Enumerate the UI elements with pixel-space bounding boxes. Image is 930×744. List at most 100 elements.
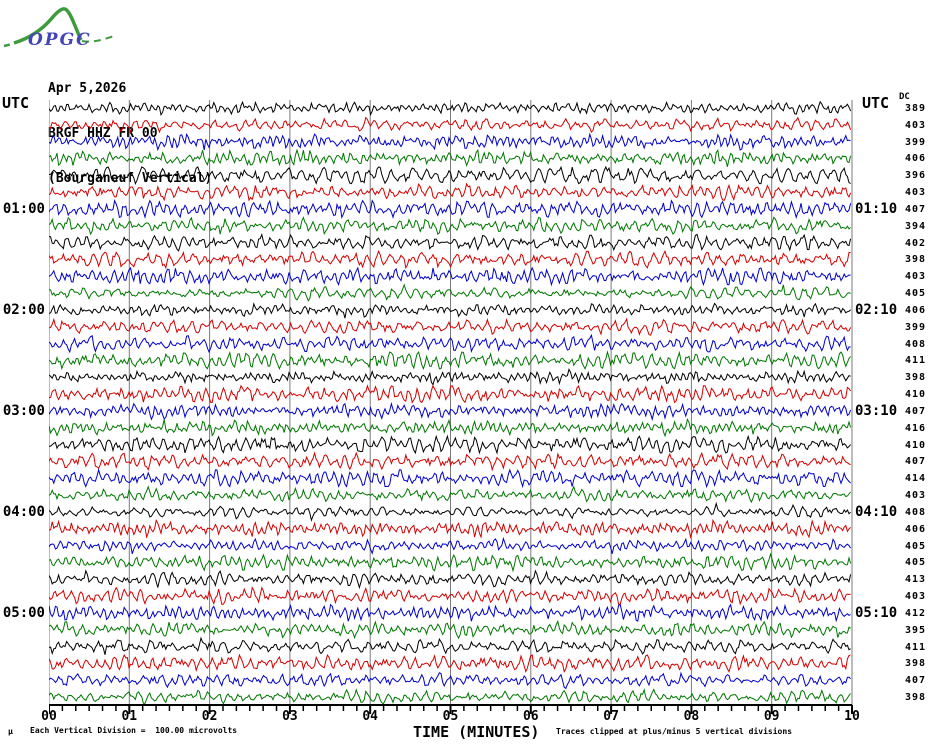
trace-row (49, 350, 851, 371)
dc-value: 411 (904, 641, 926, 653)
dc-value: 398 (904, 254, 926, 266)
logo-curve-dash-right (81, 35, 115, 43)
dc-column: 389 403 399 406 396 403 407 394 402 398 403 405 406 3… (880, 0, 930, 744)
dc-value: 398 (904, 692, 926, 703)
trace-row (49, 302, 851, 319)
dc-value: 406 (904, 304, 926, 316)
dc-value: 414 (904, 473, 926, 485)
right-time-labels: 01:10 02:10 03:10 04:10 05:10 (855, 0, 925, 744)
dc-value: 413 (904, 574, 926, 586)
trace-row (49, 417, 852, 438)
dc-value: 408 (904, 506, 926, 518)
trace-row (49, 165, 851, 186)
trace-row (49, 687, 851, 705)
scale-note: Each Vertical Division = 100.00 microvol… (30, 726, 238, 735)
dc-value: 405 (904, 288, 926, 300)
trace-row (49, 620, 851, 640)
trace-row (49, 232, 852, 252)
trace-row (49, 468, 851, 489)
clip-note: Traces clipped at plus/minus 5 vertical … (556, 727, 793, 736)
dc-value: 407 (904, 405, 926, 417)
dc-value: 402 (904, 237, 926, 249)
dc-value: 389 (904, 103, 926, 114)
dc-value: 403 (904, 591, 926, 603)
trace-row (49, 249, 851, 270)
header-date: Apr 5,2026 (48, 81, 127, 96)
dc-column-header: DC (899, 92, 910, 102)
trace-row (49, 283, 851, 302)
trace-row (49, 266, 851, 287)
utc-right-header: UTC (862, 94, 890, 112)
trace-row (49, 518, 851, 539)
logo-mountain-curve (13, 7, 83, 45)
right-time-label: 04:10 (855, 503, 898, 520)
dc-value: 403 (904, 119, 926, 131)
dc-value: 399 (904, 136, 926, 148)
left-time-label: 03:00 (2, 402, 45, 419)
logo-text: OPGC (28, 30, 92, 50)
trace-row (49, 182, 852, 202)
dc-value: 407 (904, 203, 926, 215)
right-time-label: 03:10 (855, 402, 898, 419)
trace-row (49, 552, 852, 573)
dc-value: 408 (904, 338, 926, 350)
dc-value: 405 (904, 540, 926, 552)
trace-row (49, 199, 852, 220)
trace-row (49, 434, 851, 455)
micro-mark: µ (8, 727, 13, 736)
dc-value: 412 (904, 607, 926, 619)
trace-row (49, 586, 851, 606)
trace-row (49, 636, 851, 656)
trace-row (49, 401, 852, 422)
dc-value: 396 (904, 170, 926, 182)
left-time-labels: 01:00 02:00 03:00 04:00 05:00 (0, 0, 45, 744)
dc-value: 399 (904, 321, 926, 333)
dc-value: 394 (904, 220, 926, 232)
dc-value: 403 (904, 271, 926, 283)
trace-row (49, 485, 851, 504)
trace-row (49, 116, 852, 134)
helicorder-plot (49, 100, 853, 714)
trace-row (49, 501, 851, 522)
left-time-label: 02:00 (2, 301, 45, 318)
trace-row (49, 317, 852, 336)
dc-value: 416 (904, 422, 926, 434)
trace-row (49, 603, 851, 623)
dc-value: 407 (904, 675, 926, 687)
opgc-logo: OPGC (3, 7, 115, 50)
right-time-label: 02:10 (855, 301, 898, 318)
dc-value: 406 (904, 153, 926, 165)
trace-row (49, 148, 852, 167)
dc-value: 406 (904, 523, 926, 535)
trace-row (49, 368, 851, 386)
utc-left-header: UTC (2, 94, 30, 112)
dc-value: 410 (904, 439, 926, 451)
left-time-label: 04:00 (2, 503, 45, 520)
right-time-label: 01:10 (855, 200, 898, 217)
trace-row (49, 536, 852, 555)
trace-row (49, 216, 851, 236)
dc-value: 403 (904, 490, 926, 502)
header-station: BRGF HHZ FR 00 (48, 126, 158, 141)
left-time-label: 05:00 (2, 604, 45, 621)
trace-row (49, 132, 851, 152)
dc-value: 398 (904, 372, 926, 384)
trace-row (49, 653, 851, 674)
dc-value: 407 (904, 456, 926, 468)
left-time-label: 01:00 (2, 200, 45, 217)
trace-row (49, 100, 852, 117)
logo-curve-dash-left (3, 42, 13, 48)
x-axis-title: TIME (MINUTES) (413, 723, 540, 741)
dc-value: 405 (904, 557, 926, 569)
dc-value: 410 (904, 389, 926, 401)
trace-row (49, 384, 852, 404)
trace-row (49, 671, 851, 690)
dc-value: 395 (904, 624, 926, 636)
dc-value: 398 (904, 658, 926, 670)
trace-row (49, 333, 851, 354)
right-time-label: 05:10 (855, 604, 898, 621)
dc-value: 403 (904, 187, 926, 199)
trace-row (49, 569, 852, 590)
dc-value: 411 (904, 355, 926, 367)
